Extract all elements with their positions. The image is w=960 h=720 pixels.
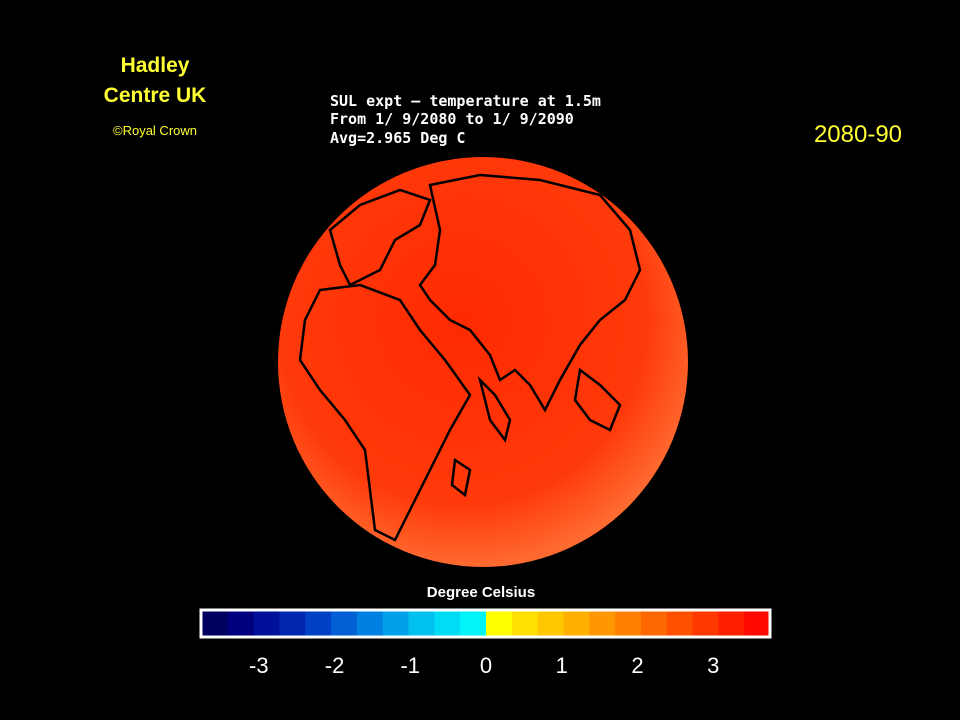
org-line: Centre UK (104, 84, 207, 107)
colorbar-segment (331, 611, 358, 636)
colorbar-segment (537, 611, 564, 636)
colorbar-label: Degree Celsius (427, 584, 535, 601)
colorbar: -3 -2 -1 0 1 2 3 (202, 611, 771, 678)
colorbar-segment (718, 611, 745, 636)
colorbar-segment (305, 611, 332, 636)
colorbar-tick-label: -1 (400, 653, 420, 678)
colorbar-segment (589, 611, 616, 636)
colorbar-segment (486, 611, 513, 636)
colorbar-segment (356, 611, 384, 636)
map-title: Avg=2.965 Deg C (330, 129, 465, 147)
colorbar-tick-label: 3 (707, 653, 719, 678)
colorbar-segment (202, 611, 229, 636)
colorbar-segment (460, 611, 487, 636)
colorbar-tick-label: -2 (325, 653, 345, 678)
colorbar-segment (744, 611, 771, 636)
org-line: Hadley (121, 54, 190, 77)
colorbar-segment (253, 611, 280, 636)
colorbar-tick-label: -3 (249, 653, 269, 678)
colorbar-tick-label: 1 (556, 653, 568, 678)
map-title: SUL expt – temperature at 1.5m (330, 92, 601, 110)
colorbar-segment (227, 611, 255, 636)
colorbar-frame (199, 608, 772, 639)
globe (278, 157, 688, 567)
colorbar-segment (434, 611, 461, 636)
colorbar-segment (563, 611, 590, 636)
colorbar-segment (511, 611, 539, 636)
colorbar-tick-label: 0 (480, 653, 492, 678)
colorbar-segment (408, 611, 435, 636)
credit: ©Royal Crown (113, 123, 197, 138)
colorbar-segment (640, 611, 668, 636)
colorbar-segment (382, 611, 410, 636)
colorbar-segment (692, 611, 719, 636)
colorbar-segment (615, 611, 642, 636)
colorbar-segment (666, 611, 694, 636)
period: 2080-90 (814, 121, 902, 148)
map-title: From 1/ 9/2080 to 1/ 9/2090 (330, 110, 574, 128)
colorbar-segment (279, 611, 306, 636)
colorbar-tick-label: 2 (631, 653, 643, 678)
